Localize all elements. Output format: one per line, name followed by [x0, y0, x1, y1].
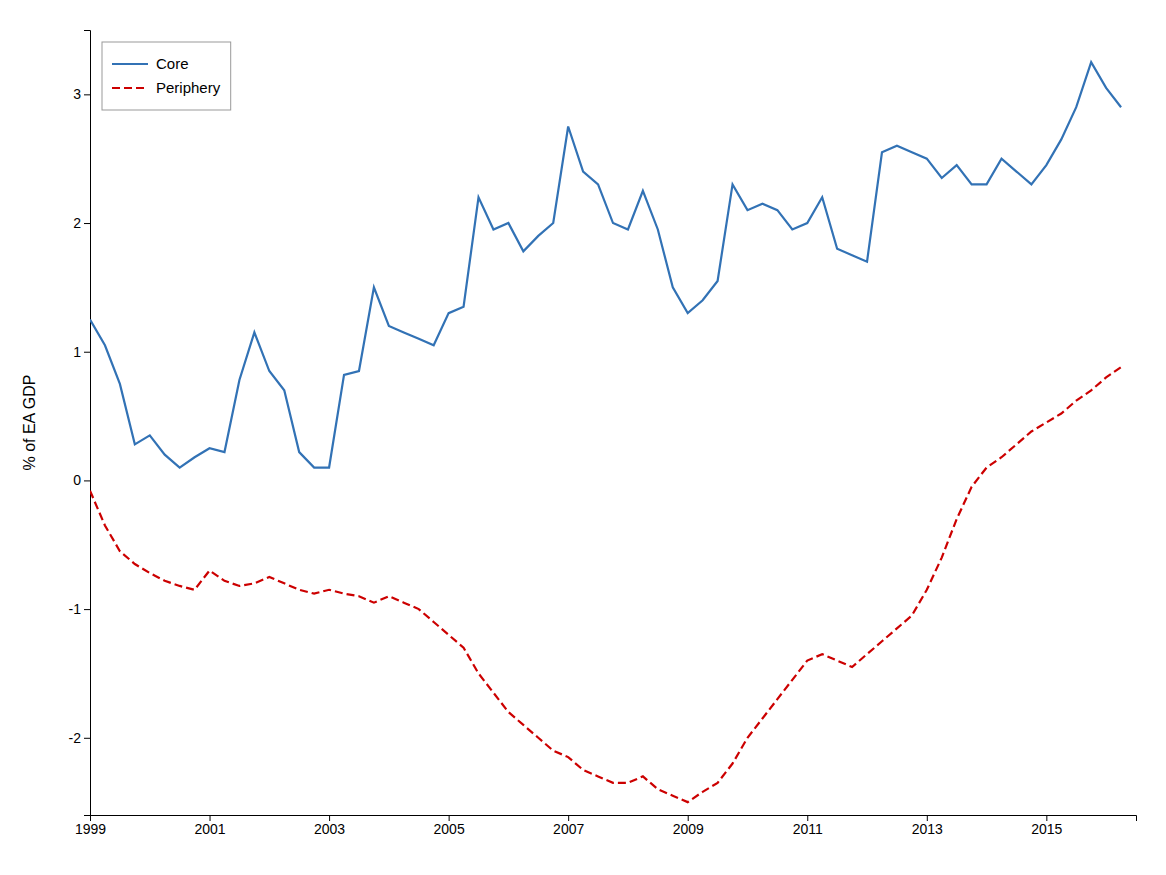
y-axis: -2 -1 0 1 2 3 — [69, 31, 91, 816]
tick-mark — [84, 738, 90, 739]
tick: 2013 — [912, 815, 943, 837]
tick-label: 2007 — [553, 821, 584, 837]
tick-mark — [84, 480, 90, 481]
tick: 2 — [73, 215, 90, 231]
legend-item: Core — [112, 55, 189, 72]
tick: 2011 — [793, 815, 823, 837]
tick-label: -2 — [69, 730, 82, 746]
tick: 2001 — [194, 815, 225, 837]
x-axis: 1999 2001 2003 2005 2007 2009 2011 2013 2015 — [75, 815, 1137, 837]
legend-label: Periphery — [156, 79, 221, 96]
tick-label: 2011 — [793, 821, 823, 837]
tick-label: 2015 — [1031, 821, 1062, 837]
legend-label: Core — [156, 55, 189, 72]
tick-label: 1999 — [75, 821, 106, 837]
tick-label: 2001 — [194, 821, 225, 837]
tick-label: 2005 — [434, 821, 465, 837]
series-line — [90, 62, 1121, 467]
axis-domain — [84, 31, 91, 816]
chart: 199920012003200520072009201120132015-2-1… — [0, 0, 1166, 875]
tick: 2015 — [1031, 815, 1062, 837]
tick-mark — [84, 352, 90, 353]
legend: Core Periphery — [102, 42, 231, 110]
legend-item: Periphery — [112, 79, 221, 96]
legend-swatch — [112, 87, 148, 89]
y-axis-label: % of EA GDP — [21, 374, 38, 470]
tick-label: 2 — [73, 215, 81, 231]
tick: 2009 — [673, 815, 704, 837]
plot-area — [90, 62, 1121, 802]
axis-domain — [91, 816, 1137, 822]
tick: -2 — [69, 730, 90, 746]
tick-label: 2003 — [314, 821, 345, 837]
tick: 2005 — [434, 815, 465, 837]
tick-label: 2009 — [673, 821, 704, 837]
tick: 1 — [73, 344, 90, 360]
series-line — [90, 367, 1121, 802]
tick-label: 3 — [73, 86, 81, 102]
tick-label: 0 — [73, 472, 81, 488]
tick-mark — [84, 94, 90, 95]
legend-box — [102, 42, 231, 110]
tick-mark — [84, 223, 90, 224]
tick-mark — [84, 609, 90, 610]
tick: 2003 — [314, 815, 345, 837]
tick: 1999 — [75, 815, 106, 837]
tick: 3 — [73, 86, 90, 102]
legend-swatch — [112, 63, 148, 65]
tick-label: 1 — [73, 344, 81, 360]
tick: -1 — [69, 601, 90, 617]
tick: 0 — [73, 472, 90, 488]
tick-label: 2013 — [912, 821, 943, 837]
tick: 2007 — [553, 815, 584, 837]
tick-label: -1 — [69, 601, 82, 617]
